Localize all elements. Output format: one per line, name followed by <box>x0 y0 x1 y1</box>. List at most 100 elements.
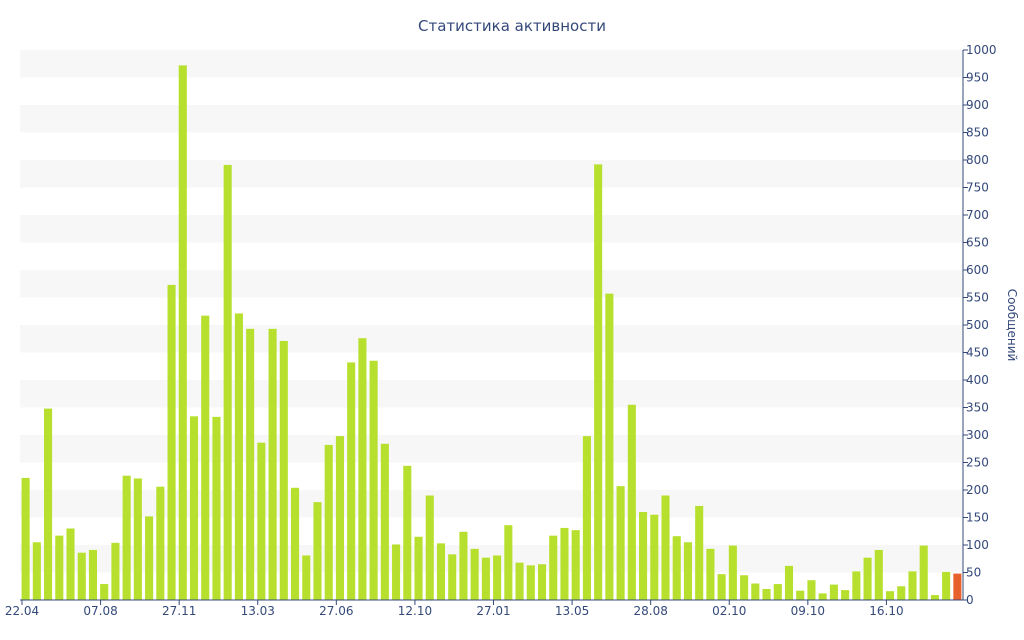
bar[interactable] <box>145 516 154 600</box>
bar[interactable] <box>695 505 704 600</box>
bar[interactable] <box>852 571 861 600</box>
bar[interactable] <box>257 442 266 600</box>
bar[interactable] <box>672 536 681 600</box>
bar[interactable] <box>897 586 906 600</box>
bar[interactable] <box>100 584 109 600</box>
bar[interactable] <box>863 557 872 600</box>
bar[interactable] <box>66 528 75 601</box>
bar-current[interactable] <box>953 573 962 600</box>
bar[interactable] <box>728 545 737 600</box>
bar[interactable] <box>133 478 142 600</box>
bar[interactable] <box>414 536 423 600</box>
x-tick-label: 12.10 <box>398 604 432 618</box>
bar[interactable] <box>874 549 883 600</box>
bar[interactable] <box>21 477 30 600</box>
x-tick-label: 27.11 <box>162 604 196 618</box>
bar[interactable] <box>335 436 344 600</box>
bar[interactable] <box>32 542 41 600</box>
bar[interactable] <box>403 465 412 600</box>
bar[interactable] <box>717 574 726 600</box>
y-tick-label: 200 <box>966 483 989 497</box>
bar[interactable] <box>392 544 401 600</box>
bar[interactable] <box>313 502 322 600</box>
y-tick-label: 0 <box>966 593 974 607</box>
x-tick-label: 27.06 <box>319 604 353 618</box>
bar[interactable] <box>380 443 389 600</box>
bar[interactable] <box>504 525 513 600</box>
bar[interactable] <box>829 584 838 600</box>
bar[interactable] <box>762 589 771 600</box>
bar[interactable] <box>44 408 53 600</box>
bar[interactable] <box>560 527 569 600</box>
x-tick-label: 28.08 <box>633 604 667 618</box>
bar[interactable] <box>369 360 378 600</box>
bar[interactable] <box>942 571 951 600</box>
bar[interactable] <box>706 548 715 600</box>
bar[interactable] <box>639 512 648 600</box>
bar[interactable] <box>616 486 625 600</box>
bar[interactable] <box>594 164 603 600</box>
bar[interactable] <box>246 328 255 600</box>
bar[interactable] <box>885 591 895 600</box>
bar[interactable] <box>582 436 591 600</box>
bar[interactable] <box>807 580 816 600</box>
bar[interactable] <box>683 542 692 600</box>
bar[interactable] <box>751 583 760 601</box>
bar[interactable] <box>291 487 300 600</box>
bar[interactable] <box>358 338 367 600</box>
bar[interactable] <box>661 495 670 601</box>
bar[interactable] <box>77 552 86 600</box>
bar[interactable] <box>481 557 490 600</box>
bar[interactable] <box>302 555 311 600</box>
bar[interactable] <box>818 593 827 600</box>
x-tick-label: 02.10 <box>712 604 746 618</box>
bar[interactable] <box>493 555 502 600</box>
bar[interactable] <box>740 575 749 600</box>
bar[interactable] <box>841 590 850 600</box>
bar[interactable] <box>212 416 221 600</box>
bar[interactable] <box>324 444 333 600</box>
bar[interactable] <box>549 535 558 600</box>
bar[interactable] <box>773 584 782 600</box>
bar[interactable] <box>55 535 64 600</box>
bar[interactable] <box>459 531 468 600</box>
x-tick-label: 13.05 <box>555 604 589 618</box>
bar[interactable] <box>425 495 434 601</box>
bar[interactable] <box>234 313 243 600</box>
bar[interactable] <box>605 293 614 600</box>
bar[interactable] <box>537 564 547 600</box>
y-tick-label: 900 <box>966 98 989 112</box>
bar[interactable] <box>650 514 659 600</box>
bar[interactable] <box>189 416 199 600</box>
y-tick-label: 550 <box>966 291 989 305</box>
bar[interactable] <box>515 562 524 600</box>
bar[interactable] <box>908 571 917 600</box>
bar[interactable] <box>796 590 805 600</box>
bar[interactable] <box>436 543 446 600</box>
bar[interactable] <box>88 549 98 600</box>
bar[interactable] <box>930 595 939 600</box>
y-tick-label: 750 <box>966 181 989 195</box>
bar[interactable] <box>919 545 928 600</box>
bar[interactable] <box>784 565 794 600</box>
bar[interactable] <box>156 486 165 600</box>
grid-band <box>20 270 963 298</box>
bar[interactable] <box>111 542 120 600</box>
bar[interactable] <box>526 565 535 600</box>
bar[interactable] <box>201 315 210 600</box>
bar[interactable] <box>279 340 288 600</box>
x-tick-label: 09.10 <box>791 604 825 618</box>
bar[interactable] <box>122 475 131 600</box>
bar[interactable] <box>571 530 580 600</box>
y-tick-label: 450 <box>966 346 989 360</box>
bar[interactable] <box>470 548 479 600</box>
bar[interactable] <box>178 65 187 600</box>
y-tick-label: 250 <box>966 456 989 470</box>
bar[interactable] <box>167 284 176 600</box>
bar[interactable] <box>223 164 232 600</box>
bar[interactable] <box>448 554 457 600</box>
bar[interactable] <box>268 328 277 600</box>
bar[interactable] <box>627 404 636 600</box>
bar[interactable] <box>347 362 356 600</box>
